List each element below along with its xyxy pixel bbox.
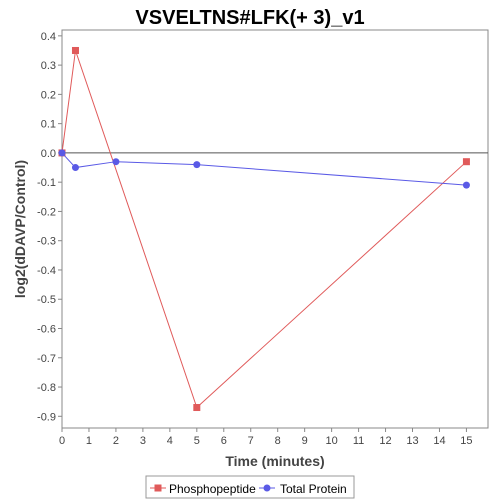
y-tick-label: -0.8 xyxy=(37,382,56,394)
x-tick-label: 15 xyxy=(460,435,472,447)
x-tick-label: 14 xyxy=(433,435,445,447)
series-total-protein-point xyxy=(462,181,470,189)
y-tick-label: -0.4 xyxy=(37,265,56,277)
x-tick-label: 12 xyxy=(379,435,391,447)
legend-total-protein-label: Total Protein xyxy=(280,482,347,496)
legend-box xyxy=(145,475,355,499)
y-tick-label: -0.9 xyxy=(37,411,56,423)
x-tick-label: 6 xyxy=(221,435,227,447)
x-tick-label: 5 xyxy=(194,435,200,447)
y-tick-label: 0.0 xyxy=(41,148,56,160)
legend-phosphopeptide-marker xyxy=(154,484,162,492)
x-tick-label: 8 xyxy=(275,435,281,447)
x-tick-label: 7 xyxy=(248,435,254,447)
x-tick-label: 10 xyxy=(325,435,337,447)
y-tick-label: -0.6 xyxy=(37,324,56,336)
chart-title: VSVELTNS#LFK(+ 3)_v1 xyxy=(135,7,364,29)
x-tick-label: 11 xyxy=(353,435,364,447)
y-tick-label: 0.3 xyxy=(41,60,56,72)
y-tick-label: -0.1 xyxy=(37,177,56,189)
y-axis-ticks: 0.4 0.3 0.2 0.1 0.0 -0.1 -0.2 -0.3 -0.4 -0.5 -0.6 -… xyxy=(37,31,62,423)
x-tick-label: 3 xyxy=(140,435,146,447)
x-axis-label: Time (minutes) xyxy=(225,453,324,469)
x-tick-label: 4 xyxy=(167,435,173,447)
x-tick-label: 9 xyxy=(302,435,308,447)
y-tick-label: 0.4 xyxy=(41,31,56,43)
series-layer xyxy=(58,46,470,412)
series-total-protein-point xyxy=(71,164,79,172)
x-tick-label: 13 xyxy=(406,435,418,447)
y-tick-label: 0.2 xyxy=(41,89,56,101)
y-tick-label: 0.1 xyxy=(41,119,56,131)
y-tick-label: -0.5 xyxy=(37,294,56,306)
x-axis-ticks: 0 1 2 3 4 5 6 7 8 9 10 11 12 13 14 15 xyxy=(59,428,473,447)
plot-area xyxy=(61,29,489,429)
legend: Phosphopeptide Total Protein xyxy=(145,475,355,499)
legend-phosphopeptide-label: Phosphopeptide xyxy=(169,482,256,496)
y-tick-label: -0.2 xyxy=(37,206,56,218)
y-tick-label: -0.3 xyxy=(37,236,56,248)
series-total-protein-point xyxy=(112,158,120,166)
x-tick-label: 2 xyxy=(113,435,119,447)
y-tick-label: -0.7 xyxy=(37,353,56,365)
series-phosphopeptide-line xyxy=(61,50,467,409)
x-tick-label: 0 xyxy=(59,435,65,447)
series-total-protein-point xyxy=(193,161,201,169)
series-total-protein-point xyxy=(58,149,66,157)
series-phosphopeptide-point xyxy=(193,404,201,412)
x-tick-label: 1 xyxy=(86,435,92,447)
legend-total-protein-marker xyxy=(263,484,271,492)
series-phosphopeptide-point xyxy=(462,158,470,166)
series-phosphopeptide-point xyxy=(71,46,79,54)
y-axis-label: log2(dDAVP/Control) xyxy=(12,160,28,298)
